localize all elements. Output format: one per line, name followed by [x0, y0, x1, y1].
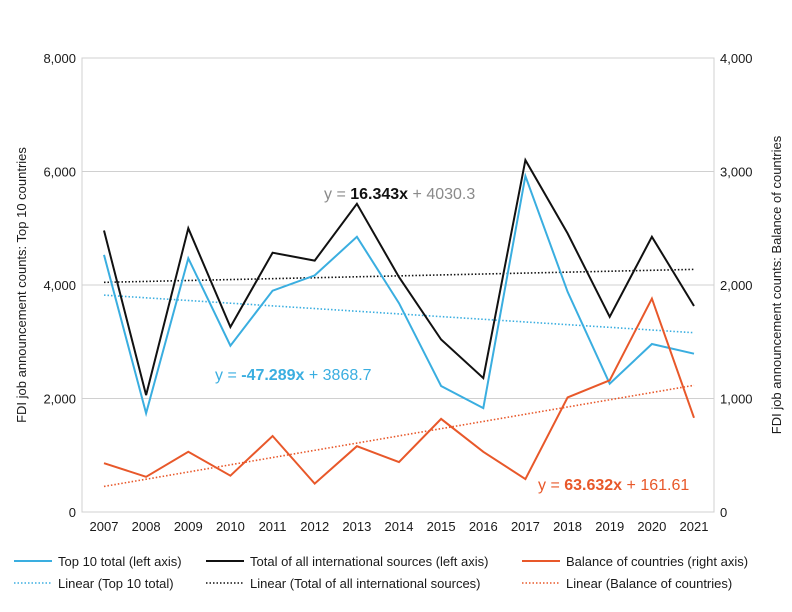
left-tick-label: 2,000 [43, 392, 76, 407]
left-tick-label: 8,000 [43, 51, 76, 66]
left-axis-label: FDI job announcement counts: Top 10 coun… [14, 147, 29, 423]
equation-balance-prefix: y = [538, 477, 564, 494]
legend-label-linear-total: Linear (Total of all international sourc… [250, 576, 481, 591]
equation-top10-suffix: + 3868.7 [304, 367, 371, 384]
legend-label-balance: Balance of countries (right axis) [566, 554, 748, 569]
x-tick-label: 2014 [385, 519, 414, 534]
x-tick-label: 2008 [132, 519, 161, 534]
trend-line-5 [103, 384, 695, 488]
x-tick-label: 2020 [637, 519, 666, 534]
equation-balance-coef: 63.632x [564, 477, 622, 494]
right-tick-label: 0 [720, 505, 727, 520]
x-tick-label: 2015 [427, 519, 456, 534]
x-tick-label: 2017 [511, 519, 540, 534]
right-axis-ticks: 0 1,000 2,000 3,000 4,000 [720, 51, 753, 520]
x-tick-label: 2007 [90, 519, 119, 534]
left-tick-label: 4,000 [43, 278, 76, 293]
x-tick-label: 2019 [595, 519, 624, 534]
equation-balance: y = 63.632x + 161.61 [538, 477, 689, 494]
equation-top10-coef: -47.289x [241, 367, 304, 384]
legend-label-linear-balance: Linear (Balance of countries) [566, 576, 732, 591]
legend-item-top10: Top 10 total (left axis) [14, 554, 182, 569]
right-axis-label: FDI job announcement counts: Balance of … [769, 135, 784, 434]
x-tick-label: 2009 [174, 519, 203, 534]
x-tick-label: 2018 [553, 519, 582, 534]
legend-label-linear-top10: Linear (Top 10 total) [58, 576, 174, 591]
series-line-0 [103, 172, 695, 418]
series-lines [103, 157, 695, 486]
legend-label-top10: Top 10 total (left axis) [58, 554, 182, 569]
x-tick-label: 2021 [680, 519, 709, 534]
right-tick-label: 3,000 [720, 165, 753, 180]
equation-top10-prefix: y = [215, 367, 241, 384]
x-tick-label: 2016 [469, 519, 498, 534]
x-tick-label: 2011 [259, 519, 287, 534]
legend-item-total: Total of all international sources (left… [206, 554, 488, 569]
series-line-1 [103, 157, 695, 396]
legend-item-linear-top10: Linear (Top 10 total) [14, 576, 174, 591]
left-tick-label: 0 [69, 505, 76, 520]
equation-total-prefix: y = [324, 186, 350, 203]
trend-line-3 [103, 294, 695, 334]
equation-total-suffix: + 4030.3 [408, 186, 475, 203]
equation-total: y = 16.343x + 4030.3 [324, 186, 475, 203]
equation-balance-suffix: + 161.61 [622, 477, 689, 494]
x-axis-ticks: 2007 2008 2009 2010 2011 2012 2013 2014 2015 2016… [90, 519, 709, 534]
x-tick-label: 2012 [300, 519, 329, 534]
left-tick-label: 6,000 [43, 165, 76, 180]
right-tick-label: 1,000 [720, 392, 753, 407]
gridlines [82, 57, 714, 513]
equation-top10: y = -47.289x + 3868.7 [215, 367, 372, 384]
x-tick-label: 2013 [342, 519, 371, 534]
legend-item-linear-balance: Linear (Balance of countries) [522, 576, 732, 591]
legend-label-total: Total of all international sources (left… [250, 554, 488, 569]
equation-total-coef: 16.343x [350, 186, 408, 203]
right-tick-label: 2,000 [720, 278, 753, 293]
left-axis-ticks: 0 2,000 4,000 6,000 8,000 [43, 51, 76, 520]
legend: Top 10 total (left axis) Total of all in… [14, 554, 748, 591]
plot-area-border [81, 57, 715, 513]
legend-item-linear-total: Linear (Total of all international sourc… [206, 576, 481, 591]
legend-item-balance: Balance of countries (right axis) [522, 554, 748, 569]
x-tick-label: 2010 [216, 519, 245, 534]
right-tick-label: 4,000 [720, 51, 753, 66]
series-line-2 [103, 296, 695, 486]
